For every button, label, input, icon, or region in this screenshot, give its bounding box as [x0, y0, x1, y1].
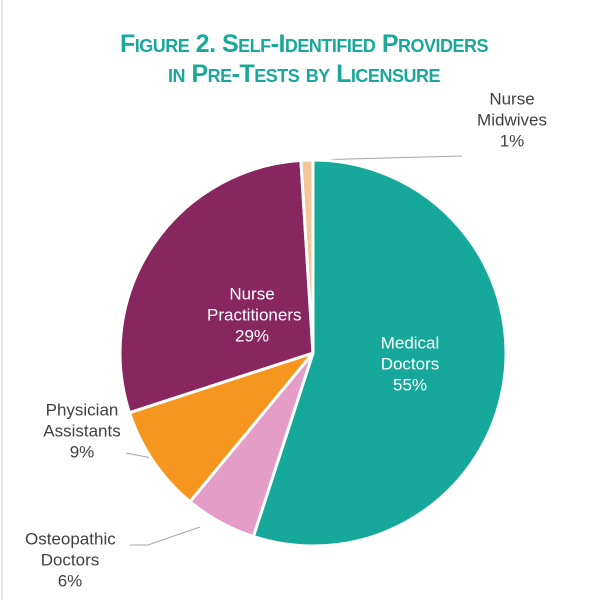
pie-slice — [118, 158, 315, 415]
category-label: Medical Doctors — [380, 333, 440, 374]
value-label: 29% — [234, 326, 270, 346]
value-label: 1% — [499, 131, 525, 151]
slice-label: Medical Doctors 55% — [365, 333, 455, 396]
category-label: Nurse Practitioners — [207, 284, 302, 325]
value-label: 55% — [392, 375, 428, 395]
slice-label: Nurse Midwives 1% — [467, 89, 557, 152]
value-label: 6% — [57, 571, 83, 591]
category-label: Physician Assistants — [43, 400, 121, 441]
slice-label: Physician Assistants 9% — [37, 400, 127, 463]
pie-slice — [127, 351, 315, 504]
chart-title: in Pre-Tests by Licensure — [168, 60, 440, 88]
chart-title: Figure 2. Self-Identified Providers — [120, 30, 489, 58]
pie-slice — [251, 158, 508, 548]
category-label: Osteopathic Doctors — [25, 529, 116, 570]
pie-slice — [299, 158, 315, 355]
leader-line — [311, 155, 463, 161]
value-label: 9% — [69, 442, 95, 462]
slice-label: Nurse Practitioners 29% — [207, 284, 302, 347]
leader-line — [130, 526, 201, 546]
slice-label: Osteopathic Doctors 6% — [25, 529, 116, 592]
category-label: Nurse Midwives — [477, 89, 547, 130]
